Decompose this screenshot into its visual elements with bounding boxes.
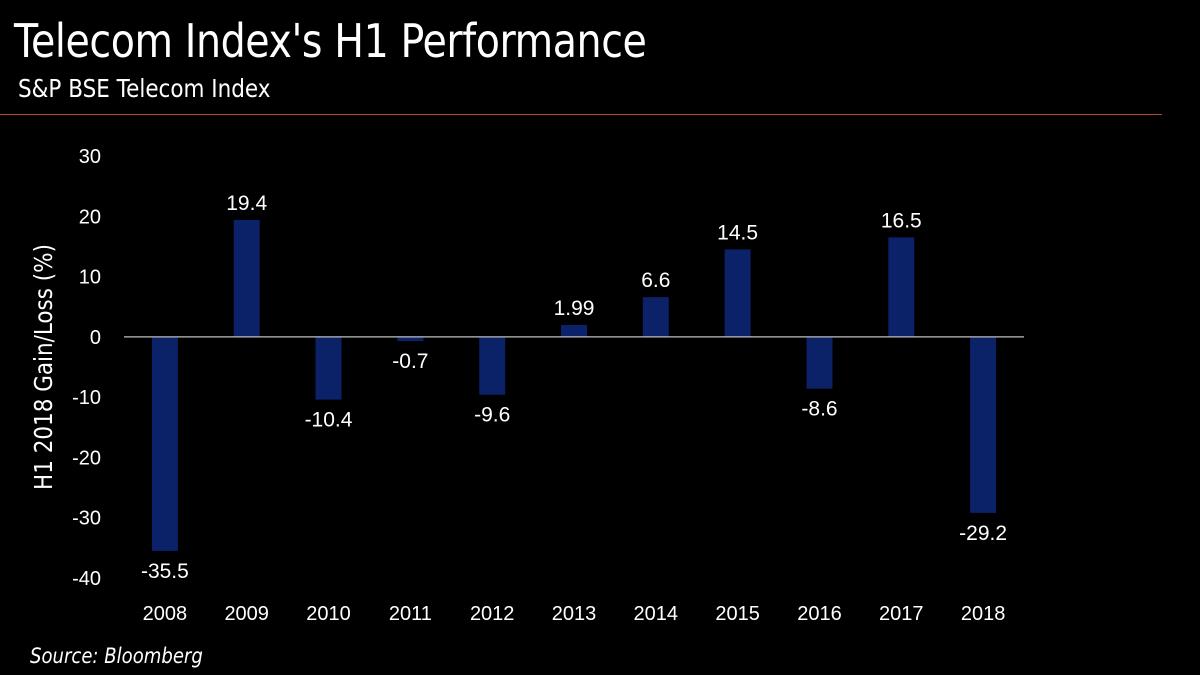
y-axis-ticks: 30 20 10 0 -10 -20 -30 -40 xyxy=(72,146,101,590)
y-tick-label: 0 xyxy=(90,327,101,349)
bar-2017 xyxy=(888,237,915,337)
data-label-2017: 16.5 xyxy=(881,209,922,232)
bar-2011 xyxy=(397,336,424,342)
data-label-2018: -29.2 xyxy=(959,522,1007,545)
x-tick-label-2016: 2016 xyxy=(797,603,842,625)
x-tick-label-2012: 2012 xyxy=(470,603,515,625)
x-tick-label-2015: 2015 xyxy=(715,603,760,625)
data-label-2009: 19.4 xyxy=(226,192,267,215)
y-tick-label: -20 xyxy=(72,447,101,469)
bar-2018 xyxy=(970,336,997,513)
chart-title: Telecom Index's H1 Performance xyxy=(14,14,647,68)
header-divider xyxy=(0,114,1162,115)
x-axis-ticks: 2008 2009 2010 2011 2012 2013 2014 2015 2016 2017… xyxy=(143,603,1006,625)
y-axis-label: H1 2018 Gain/Loss (%) xyxy=(29,244,58,490)
data-label-2011: -0.7 xyxy=(392,350,428,373)
chart-subtitle: S&P BSE Telecom Index xyxy=(18,74,271,103)
y-tick-label: -30 xyxy=(72,508,101,530)
data-label-2016: -8.6 xyxy=(801,398,837,421)
x-tick-label-2014: 2014 xyxy=(634,603,679,625)
bars xyxy=(151,219,997,551)
bar-2009 xyxy=(233,219,260,337)
bar-2012 xyxy=(479,336,506,395)
x-tick-label-2011: 2011 xyxy=(389,603,432,625)
y-tick-label: -40 xyxy=(72,568,101,590)
data-label-2014: 6.6 xyxy=(641,269,670,292)
bar-2013 xyxy=(561,324,587,337)
bar-2008 xyxy=(151,336,178,551)
bar-2010 xyxy=(315,336,342,400)
x-tick-label-2009: 2009 xyxy=(224,603,269,625)
x-tick-label-2008: 2008 xyxy=(143,603,188,625)
bar-2015 xyxy=(724,249,751,337)
data-label-2013: 1.99 xyxy=(554,297,595,320)
x-tick-label-2013: 2013 xyxy=(552,603,597,625)
y-tick-label: 20 xyxy=(79,206,101,228)
data-label-2015: 14.5 xyxy=(717,221,758,244)
source-note: Source: Bloomberg xyxy=(30,644,203,668)
x-tick-label-2018: 2018 xyxy=(961,603,1006,625)
data-label-2010: -10.4 xyxy=(305,409,353,432)
y-tick-label: 30 xyxy=(79,146,101,168)
data-labels: -35.5 19.4 -10.4 -0.7 -9.6 1.99 6.6 14.5 -8.6 16.… xyxy=(141,192,1007,583)
y-tick-label: -10 xyxy=(72,387,101,409)
x-tick-label-2010: 2010 xyxy=(306,603,351,625)
data-label-2008: -35.5 xyxy=(141,560,189,583)
x-tick-label-2017: 2017 xyxy=(879,603,924,625)
y-tick-label: 10 xyxy=(79,267,101,289)
bar-2014 xyxy=(642,297,669,337)
bar-2016 xyxy=(806,336,833,389)
data-label-2012: -9.6 xyxy=(474,404,510,427)
